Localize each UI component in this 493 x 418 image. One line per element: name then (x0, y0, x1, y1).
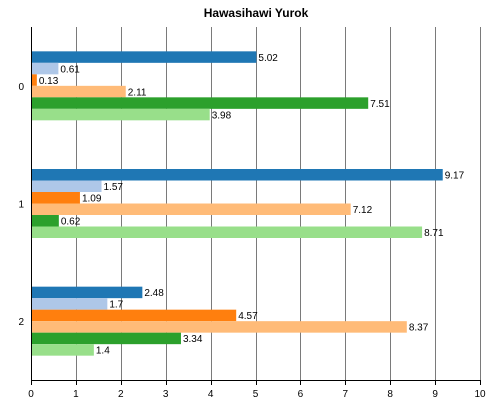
bar (31, 344, 94, 356)
x-tick-label: 4 (208, 389, 214, 400)
data-label: 1.57 (103, 182, 123, 193)
bar (31, 226, 423, 238)
bar (31, 332, 181, 345)
x-tick-label: 10 (474, 389, 486, 400)
bars-group: 5.02 0.610.13 2.11 7.51 3.98 9.17 1.571.09 7.12… (31, 51, 465, 357)
data-label: 3.34 (183, 334, 203, 345)
data-label: 5.02 (258, 53, 278, 64)
y-tick-label: 1 (18, 200, 24, 211)
data-label: 7.51 (370, 99, 390, 110)
data-label: 2.11 (128, 87, 147, 98)
x-tick-label: 9 (432, 389, 438, 400)
bar (31, 180, 102, 192)
x-tick-label: 8 (387, 389, 393, 400)
chart-title: Hawasihawi Yurok (204, 6, 309, 20)
y-tick-label: 2 (18, 317, 24, 328)
bar (31, 51, 257, 63)
data-label: 7.12 (353, 205, 373, 216)
bar (31, 298, 108, 310)
x-tick-label: 5 (253, 389, 259, 400)
data-label: 8.37 (409, 323, 429, 334)
bar (31, 286, 143, 299)
bar (31, 215, 59, 227)
bar (31, 85, 126, 98)
bar (31, 74, 37, 86)
data-label: 2.48 (144, 288, 164, 299)
data-label: 3.98 (212, 110, 232, 121)
bar (31, 203, 351, 215)
x-tick-label: 1 (73, 389, 79, 400)
x-tick-label: 2 (118, 389, 124, 400)
y-tick-label: 0 (18, 82, 24, 93)
bar (31, 192, 80, 204)
data-label: 4.57 (238, 311, 258, 322)
data-label: 0.13 (39, 76, 59, 87)
data-label: 0.61 (60, 64, 80, 75)
bar (31, 309, 237, 322)
bar (31, 321, 407, 333)
x-tick-label: 6 (298, 389, 304, 400)
bar (31, 97, 369, 109)
data-label: 9.17 (445, 171, 465, 182)
data-label: 1.4 (96, 346, 110, 357)
x-tick-label: 7 (343, 389, 349, 400)
data-label: 0.62 (61, 217, 81, 228)
x-tick-label: 3 (163, 389, 169, 400)
bar (31, 62, 59, 75)
axes: 0 1 2 0 1 2 3 4 5 6 7 8 9 10 (18, 27, 486, 400)
data-label: 8.71 (424, 228, 444, 239)
data-label: 1.7 (109, 300, 123, 311)
bar (31, 108, 210, 121)
bar (31, 169, 443, 181)
x-tick-label: 0 (28, 389, 34, 400)
data-label: 1.09 (82, 194, 102, 205)
